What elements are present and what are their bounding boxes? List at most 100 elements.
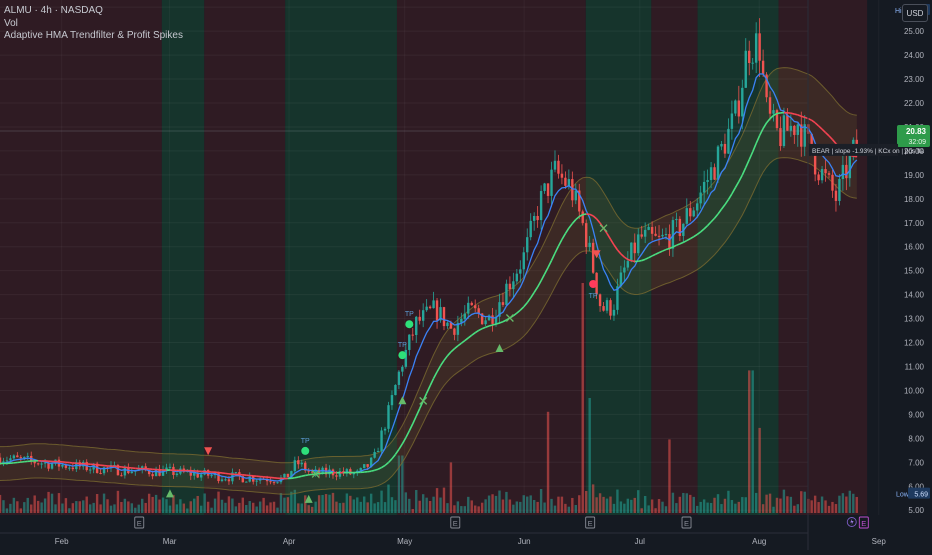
volume-bar [540, 489, 542, 513]
volume-bar [89, 504, 91, 513]
volume-bar [571, 498, 573, 513]
volume-bar [686, 493, 688, 513]
volume-bar [176, 504, 178, 513]
candle [592, 239, 594, 274]
volume-bar [769, 494, 771, 513]
candle [776, 109, 778, 131]
volume-bar [380, 491, 382, 513]
x-tick-label: Apr [283, 537, 296, 546]
volume-bar [262, 498, 264, 513]
volume-bar [391, 497, 393, 513]
volume-bar [471, 500, 473, 513]
candle-body [720, 144, 722, 147]
volume-bar [693, 497, 695, 513]
candle-body [838, 179, 840, 201]
take-profit-dot [301, 447, 309, 455]
volume-bar [856, 497, 858, 513]
volume-bar [845, 497, 847, 513]
symbol-line[interactable]: ALMU · 4h · NASDAQ [4, 5, 103, 17]
volume-bar [561, 497, 563, 513]
volume-bar [797, 504, 799, 513]
volume-bar [16, 501, 18, 513]
volume-bar [124, 499, 126, 513]
volume-bar [526, 497, 528, 513]
volume-bar [387, 485, 389, 513]
candle-body [283, 474, 285, 478]
volume-bar [495, 496, 497, 513]
volume-bar [745, 497, 747, 513]
hma-segment [368, 471, 371, 472]
volume-bar [647, 505, 649, 513]
volume-bar [682, 493, 684, 513]
candle-body [644, 230, 646, 237]
volume-bar [186, 508, 188, 513]
volume-bar [776, 498, 778, 513]
volume-bar [779, 499, 781, 513]
x-tick-label: Aug [752, 537, 766, 546]
candle-body [401, 367, 403, 372]
volume-bar [86, 497, 88, 513]
volume-bar [280, 493, 282, 513]
candle-body [821, 169, 823, 180]
volume-bar [568, 507, 570, 513]
candle-body [422, 310, 424, 321]
y-tick-label: 10.00 [904, 386, 925, 395]
candle-body [6, 460, 8, 461]
candle-body [797, 124, 799, 135]
candle-body [547, 183, 549, 195]
candle-body [637, 234, 639, 253]
volume-bar [193, 499, 195, 513]
volume-bar [724, 499, 726, 513]
volume-bar [419, 501, 421, 513]
y-tick-label: 23.00 [904, 75, 925, 84]
volume-bar [713, 498, 715, 513]
vol-legend[interactable]: Vol [4, 18, 18, 30]
candle-body [68, 468, 70, 469]
volume-bar [637, 490, 639, 513]
candle-body [658, 236, 660, 237]
hma-segment [801, 116, 804, 117]
candle-body [530, 221, 532, 237]
candle-body [661, 235, 663, 236]
y-tick-label: 19.00 [904, 171, 925, 180]
candle-body [255, 481, 257, 482]
take-profit-dot [405, 320, 413, 328]
candle-body [824, 169, 826, 173]
volume-bar [405, 492, 407, 513]
indicator-legend[interactable]: Adaptive HMA Trendfilter & Profit Spikes [4, 30, 183, 42]
candle-body [89, 469, 91, 470]
candle-body [373, 452, 375, 458]
candle-body [623, 268, 625, 273]
volume-bar [588, 398, 590, 513]
volume-bar [214, 499, 216, 513]
candle-body [654, 234, 656, 236]
candle-body [512, 281, 514, 289]
candle-body [72, 468, 74, 469]
candle-body [502, 302, 504, 305]
volume-bar [228, 496, 230, 513]
volume-bar [727, 491, 729, 513]
volume-bar [255, 507, 257, 513]
volume-bar [131, 503, 133, 513]
volume-bar [429, 501, 431, 513]
currency-button[interactable]: USD [902, 4, 928, 22]
candle-body [221, 479, 223, 481]
candle [582, 210, 584, 226]
volume-bar [550, 499, 552, 513]
volume-bar [644, 496, 646, 513]
candle-body [474, 305, 476, 308]
candle-body [432, 300, 434, 308]
earnings-marker-letter: E [137, 519, 142, 528]
candle-body [9, 458, 11, 460]
candle-body [294, 460, 296, 471]
volume-bar [838, 496, 840, 513]
candle-body [571, 179, 573, 200]
volume-bar [849, 491, 851, 513]
volume-bar [412, 509, 414, 513]
volume-bar [27, 498, 29, 513]
candle-body [484, 320, 486, 324]
volume-bar [356, 497, 358, 513]
candle-body [61, 465, 63, 467]
volume-bar [595, 497, 597, 513]
